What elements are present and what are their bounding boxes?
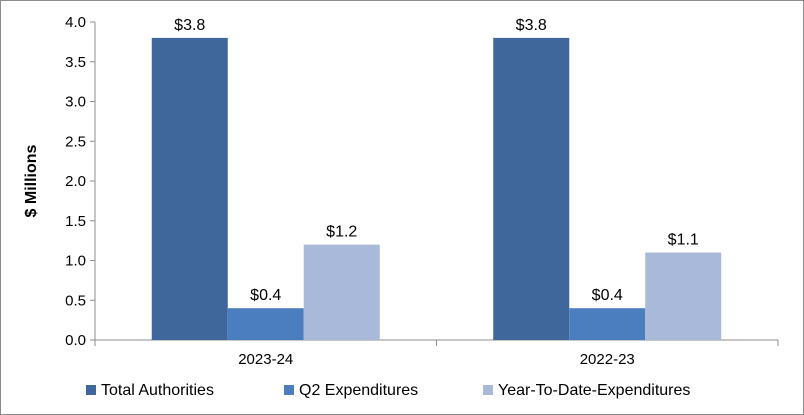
bar — [493, 37, 570, 341]
data-label: $0.4 — [592, 287, 623, 304]
legend-swatch — [284, 385, 294, 395]
bar — [645, 252, 722, 340]
y-tick-label: 3.0 — [65, 94, 86, 111]
data-label: $3.8 — [516, 17, 547, 34]
x-category-label: 2023-24 — [238, 351, 293, 368]
y-tick-label: 4.0 — [65, 14, 86, 31]
legend-swatch — [86, 385, 96, 395]
y-tick-label: 0.5 — [65, 292, 86, 309]
x-category-label: 2022-23 — [580, 351, 635, 368]
data-label: $1.1 — [668, 232, 699, 249]
data-label: $0.4 — [250, 287, 281, 304]
bar — [227, 308, 304, 340]
y-tick-label: 2.0 — [65, 173, 86, 190]
legend-swatch — [483, 385, 493, 395]
y-tick-label: 0.0 — [65, 332, 86, 349]
legend-label: Total Authorities — [101, 382, 214, 399]
y-tick-label: 1.5 — [65, 213, 86, 230]
legend-label: Q2 Expenditures — [299, 382, 418, 399]
y-axis-title: $ Millions — [23, 144, 40, 217]
y-tick-label: 3.5 — [65, 54, 86, 71]
bar — [303, 244, 380, 340]
y-tick-label: 1.0 — [65, 253, 86, 270]
data-label: $3.8 — [174, 17, 205, 34]
data-label: $1.2 — [326, 224, 357, 241]
y-tick-label: 2.5 — [65, 133, 86, 150]
bar — [151, 37, 228, 341]
bar — [569, 308, 646, 340]
legend-label: Year-To-Date-Expenditures — [498, 382, 690, 399]
